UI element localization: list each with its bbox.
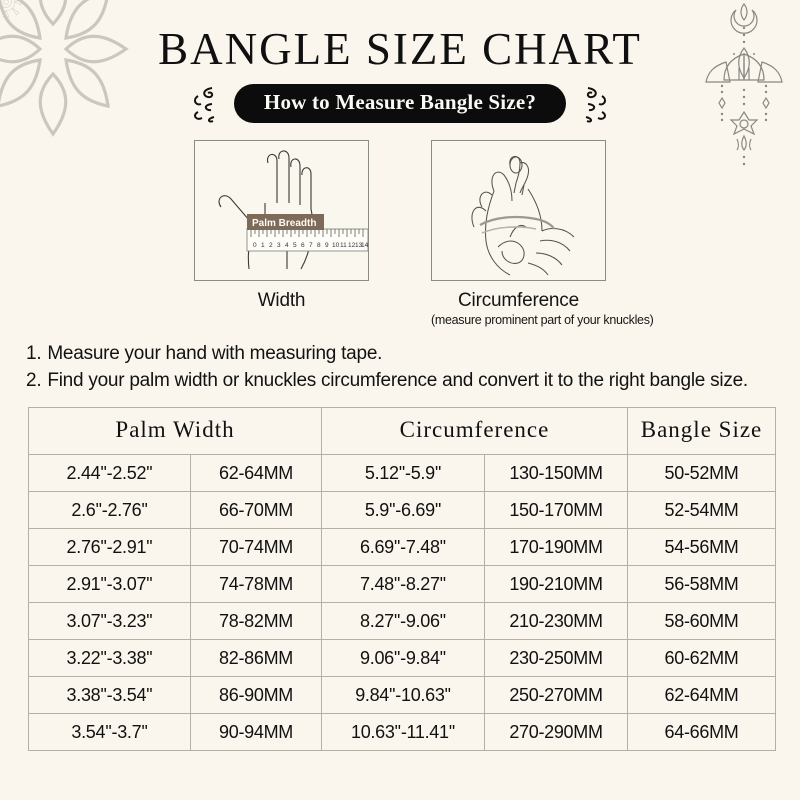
cell-circ-mm: 170-190MM xyxy=(484,528,628,567)
figure-width: 0 1 2 3 4 5 6 7 8 9 10 11 12 13 14 Palm … xyxy=(194,139,369,327)
bangle-size-table: Palm Width Circumference Bangle Size 2.4… xyxy=(28,407,776,752)
cell-palm-inches: 2.91''-3.07'' xyxy=(28,565,191,604)
svg-text:Palm Breadth: Palm Breadth xyxy=(252,218,316,229)
banner-title: How to Measure Bangle Size? xyxy=(233,84,567,124)
cell-palm-mm: 90-94MM xyxy=(190,713,322,752)
cell-palm-inches: 3.38''-3.54'' xyxy=(28,676,191,715)
cell-palm-mm: 70-74MM xyxy=(190,528,322,567)
palm-width-illustration: 0 1 2 3 4 5 6 7 8 9 10 11 12 13 14 Palm … xyxy=(194,139,369,281)
cell-circ-inches: 9.06''-9.84'' xyxy=(321,639,485,678)
cell-circ-mm: 150-170MM xyxy=(484,491,628,530)
cell-palm-mm: 62-64MM xyxy=(190,454,322,493)
cell-palm-inches: 3.22''-3.38'' xyxy=(28,639,191,678)
column-header-circumference: Circumference xyxy=(321,407,628,456)
figure-subcaption-circumference: (measure prominent part of your knuckles… xyxy=(431,312,654,327)
instruction-text: Find your palm width or knuckles circumf… xyxy=(47,369,748,391)
cell-bangle-size: 64-66MM xyxy=(627,713,776,752)
banner-row: How to Measure Bangle Size? xyxy=(0,84,800,124)
instruction-text: Measure your hand with measuring tape. xyxy=(47,342,383,364)
cell-palm-mm: 86-90MM xyxy=(190,676,322,715)
cell-circ-mm: 130-150MM xyxy=(484,454,628,493)
table-header-row: Palm Width Circumference Bangle Size xyxy=(28,407,776,456)
svg-text:7: 7 xyxy=(309,242,313,249)
cell-circ-inches: 5.12''-5.9'' xyxy=(321,454,485,493)
table-body: 2.44''-2.52'' 62-64MM 5.12''-5.9'' 130-1… xyxy=(28,454,776,752)
instruction-number: 1. xyxy=(26,342,42,364)
svg-text:1: 1 xyxy=(261,242,265,249)
svg-text:8: 8 xyxy=(317,242,321,249)
page-title: BANGLE SIZE CHART xyxy=(158,24,642,74)
cell-circ-mm: 210-230MM xyxy=(484,602,628,641)
knuckles-circumference-illustration xyxy=(431,139,606,281)
table-row: 2.6''-2.76'' 66-70MM 5.9''-6.69'' 150-17… xyxy=(28,491,776,530)
cell-circ-mm: 270-290MM xyxy=(484,713,628,752)
figure-caption-circumference: Circumference xyxy=(458,289,579,311)
svg-text:0: 0 xyxy=(253,242,257,249)
cell-palm-mm: 66-70MM xyxy=(190,491,322,530)
column-header-bangle-size: Bangle Size xyxy=(627,407,776,456)
svg-text:4: 4 xyxy=(285,242,289,249)
table-row: 3.22''-3.38'' 82-86MM 9.06''-9.84'' 230-… xyxy=(28,639,776,678)
cell-circ-inches: 9.84''-10.63'' xyxy=(321,676,485,715)
cell-palm-inches: 3.54''-3.7'' xyxy=(28,713,191,752)
cell-palm-inches: 2.76''-2.91'' xyxy=(28,528,191,567)
cell-bangle-size: 54-56MM xyxy=(627,528,776,567)
cell-circ-inches: 10.63''-11.41'' xyxy=(321,713,485,752)
figures-row: 0 1 2 3 4 5 6 7 8 9 10 11 12 13 14 Palm … xyxy=(0,139,800,327)
cell-palm-mm: 82-86MM xyxy=(190,639,322,678)
svg-text:6: 6 xyxy=(301,242,305,249)
svg-text:3: 3 xyxy=(277,242,281,249)
svg-text:9: 9 xyxy=(325,242,329,249)
svg-text:10: 10 xyxy=(332,242,340,249)
table-row: 2.91''-3.07'' 74-78MM 7.48''-8.27'' 190-… xyxy=(28,565,776,604)
cell-bangle-size: 50-52MM xyxy=(627,454,776,493)
cell-circ-inches: 5.9''-6.69'' xyxy=(321,491,485,530)
cell-circ-mm: 250-270MM xyxy=(484,676,628,715)
cell-circ-mm: 230-250MM xyxy=(484,639,628,678)
svg-text:11: 11 xyxy=(340,242,347,249)
svg-text:5: 5 xyxy=(293,242,297,249)
cell-circ-inches: 7.48''-8.27'' xyxy=(321,565,485,604)
figure-circumference: Circumference (measure prominent part of… xyxy=(431,139,654,327)
column-header-palm-width: Palm Width xyxy=(28,407,322,456)
cell-bangle-size: 60-62MM xyxy=(627,639,776,678)
svg-text:12: 12 xyxy=(348,242,356,249)
cell-bangle-size: 62-64MM xyxy=(627,676,776,715)
swirl-flourish-left-icon xyxy=(193,86,215,123)
cell-palm-mm: 74-78MM xyxy=(190,565,322,604)
table-row: 2.76''-2.91'' 70-74MM 6.69''-7.48'' 170-… xyxy=(28,528,776,567)
cell-palm-inches: 3.07''-3.23'' xyxy=(28,602,191,641)
cell-circ-inches: 8.27''-9.06'' xyxy=(321,602,485,641)
table-row: 3.54''-3.7'' 90-94MM 10.63''-11.41'' 270… xyxy=(28,713,776,752)
table-row: 2.44''-2.52'' 62-64MM 5.12''-5.9'' 130-1… xyxy=(28,454,776,493)
cell-palm-mm: 78-82MM xyxy=(190,602,322,641)
table-row: 3.38''-3.54'' 86-90MM 9.84''-10.63'' 250… xyxy=(28,676,776,715)
cell-circ-mm: 190-210MM xyxy=(484,565,628,604)
cell-bangle-size: 58-60MM xyxy=(627,602,776,641)
svg-text:13: 13 xyxy=(355,242,363,249)
cell-bangle-size: 52-54MM xyxy=(627,491,776,530)
cell-palm-inches: 2.6''-2.76'' xyxy=(28,491,191,530)
table-row: 3.07''-3.23'' 78-82MM 8.27''-9.06'' 210-… xyxy=(28,602,776,641)
figure-caption-width: Width xyxy=(257,289,306,311)
instruction-item: 2. Find your palm width or knuckles circ… xyxy=(26,368,756,393)
instruction-number: 2. xyxy=(26,369,42,391)
cell-palm-inches: 2.44''-2.52'' xyxy=(28,454,191,493)
instructions-list: 1. Measure your hand with measuring tape… xyxy=(26,341,756,394)
cell-bangle-size: 56-58MM xyxy=(627,565,776,604)
instruction-item: 1. Measure your hand with measuring tape… xyxy=(26,341,756,366)
swirl-flourish-right-icon xyxy=(585,86,607,123)
cell-circ-inches: 6.69''-7.48'' xyxy=(321,528,485,567)
svg-text:2: 2 xyxy=(269,242,273,249)
svg-text:14: 14 xyxy=(361,242,368,249)
